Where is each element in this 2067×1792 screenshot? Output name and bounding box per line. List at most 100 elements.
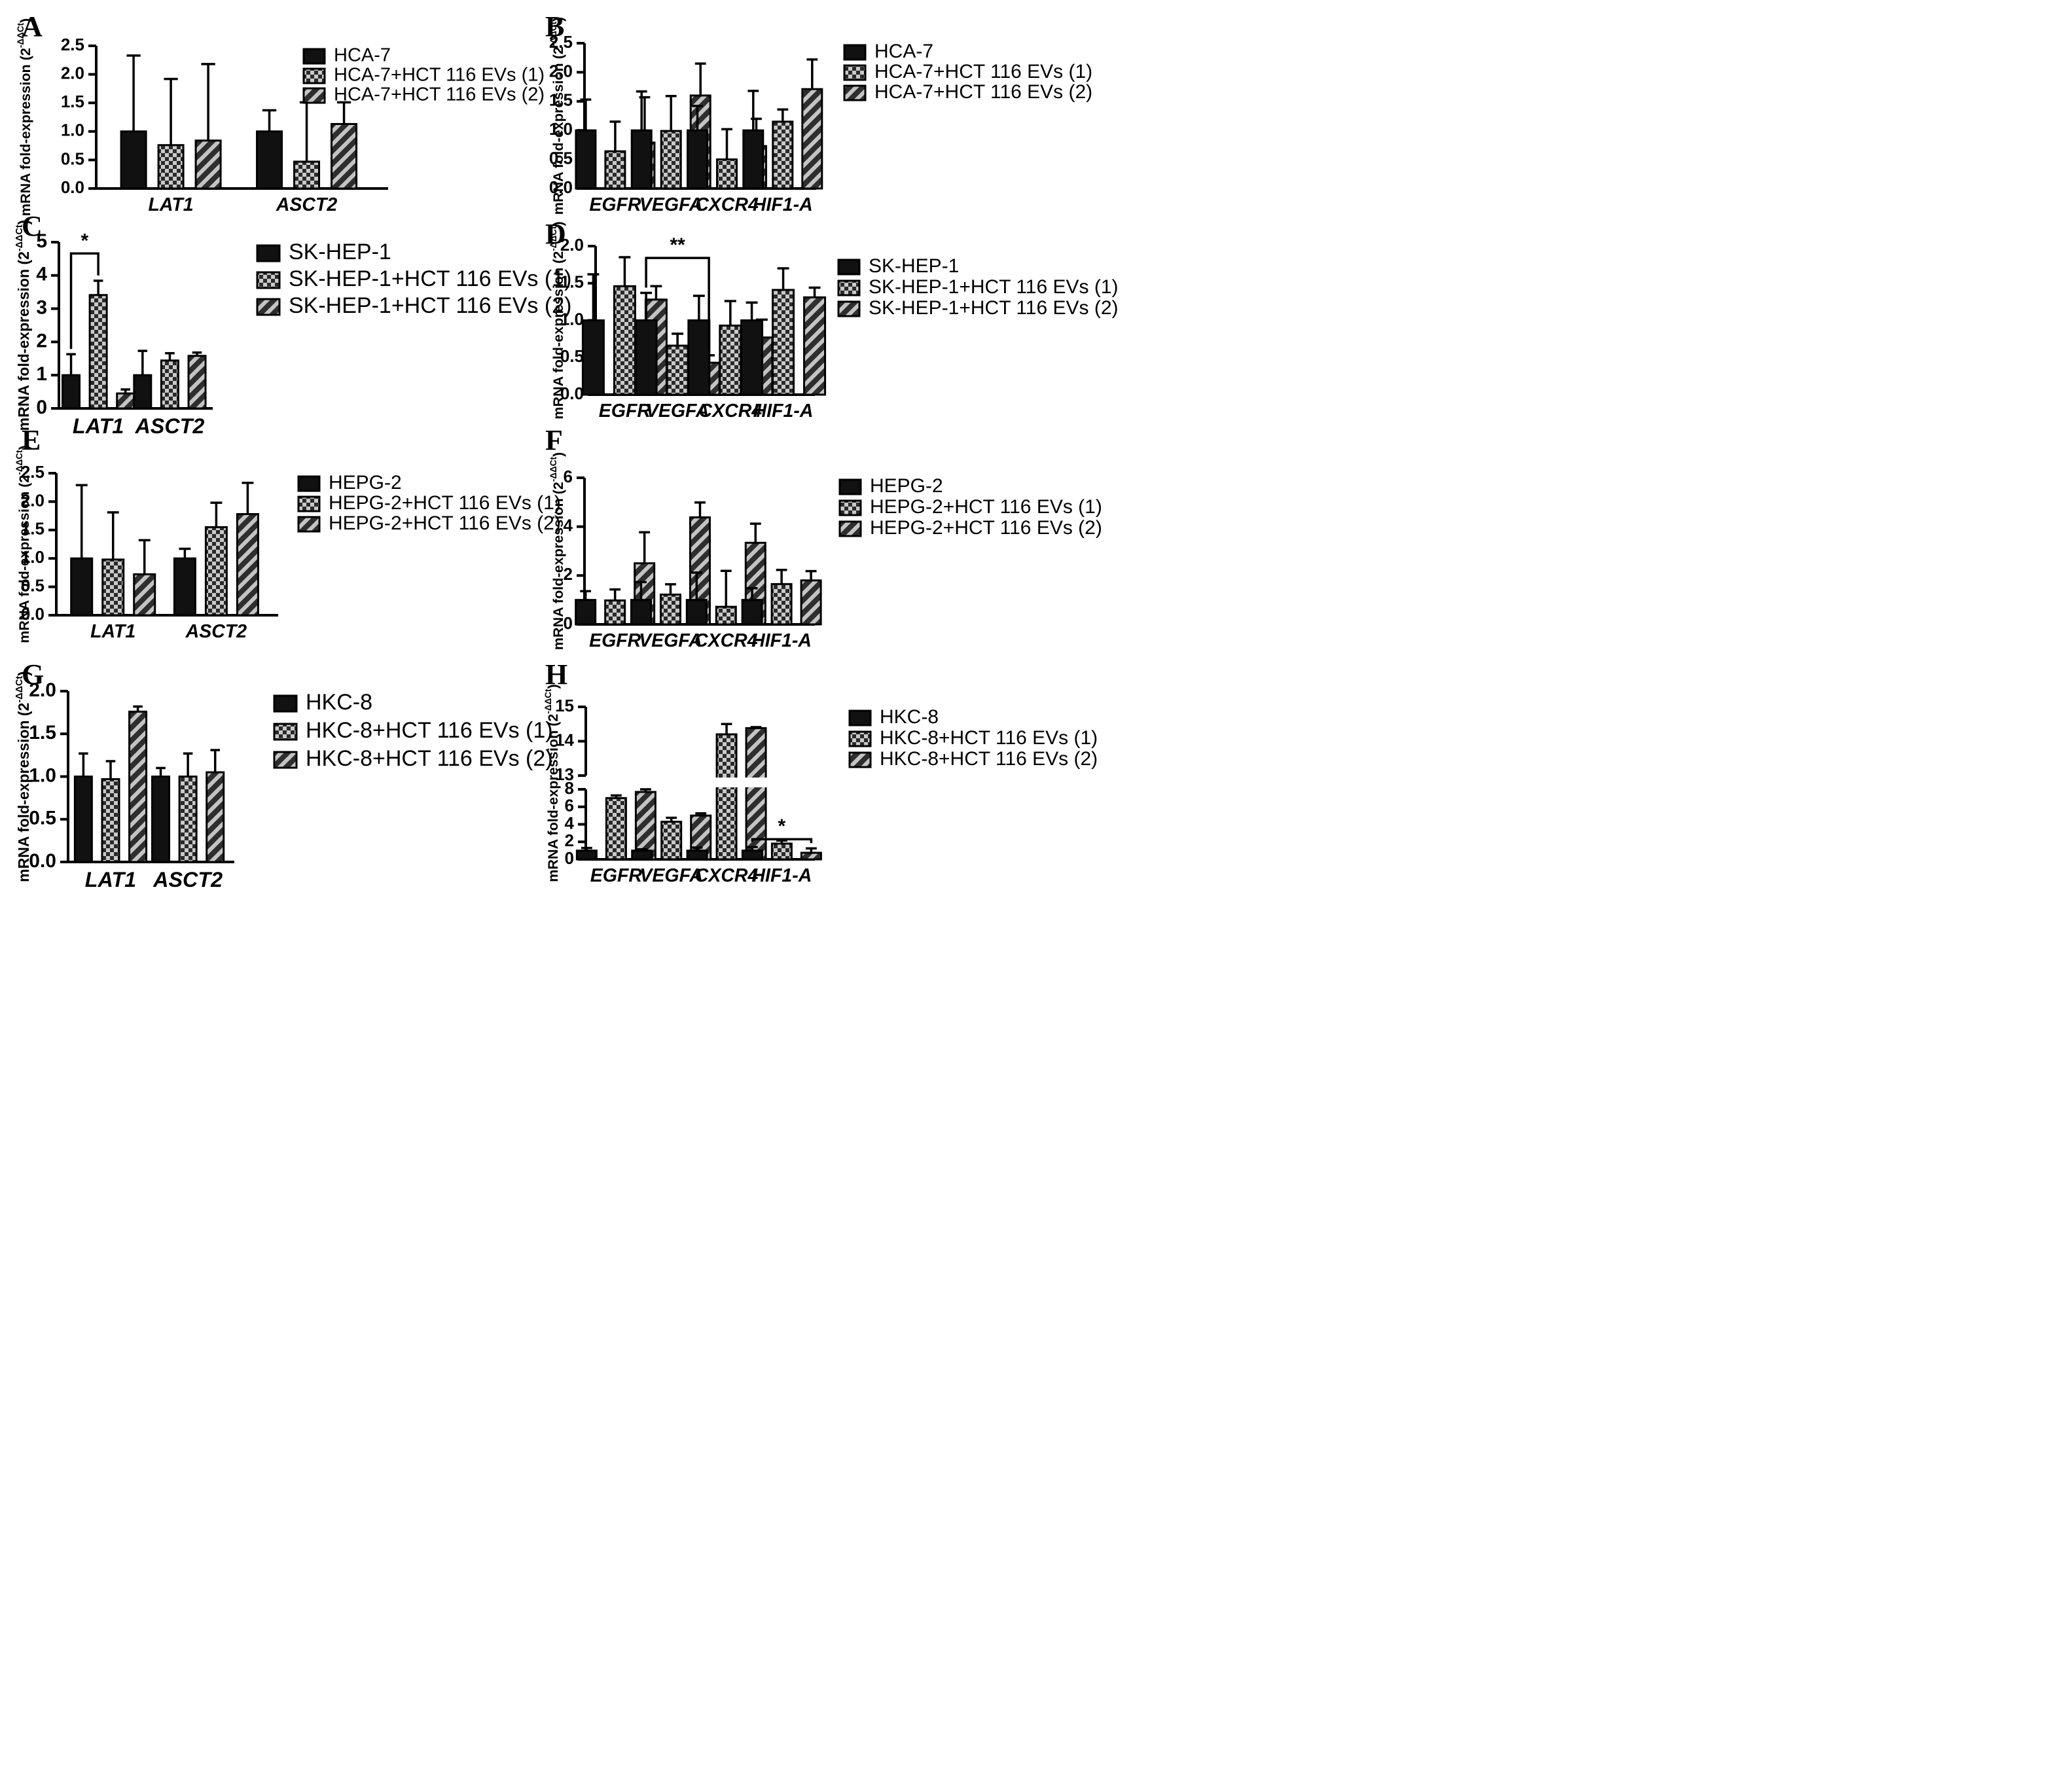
y-tick-label: 1.0 — [549, 119, 573, 139]
bar — [687, 129, 709, 190]
x-category-label: LAT1 — [90, 621, 135, 642]
legend-label: HKC-8+HCT 116 EVs (2) — [880, 748, 1098, 770]
y-tick-label: 1 — [36, 363, 47, 385]
y-tick-label: 1.5 — [560, 272, 584, 292]
bar — [62, 374, 81, 410]
x-category-label: CXCR4 — [695, 865, 759, 886]
legend-swatch — [843, 44, 867, 61]
legend-swatch — [837, 279, 861, 296]
y-tick-label: 0.5 — [21, 575, 45, 595]
x-category-label: EGFR — [589, 630, 641, 651]
x-category-label: CXCR4 — [699, 401, 763, 421]
bar — [772, 289, 795, 396]
legend-swatch — [843, 64, 867, 81]
y-axis-label: mRNA fold-expression (2-ΔΔCt) — [14, 445, 32, 643]
y-tick-label: 4 — [564, 516, 573, 535]
legend-label: HEPG-2+HCT 116 EVs (1) — [870, 496, 1102, 518]
bar — [604, 150, 626, 190]
bar — [88, 294, 108, 410]
y-tick-label: 4 — [565, 813, 575, 833]
x-category-label: ASCT2 — [134, 414, 204, 438]
legend-label: HEPG-2+HCT 116 EVs (1) — [329, 492, 561, 514]
legend-label: HKC-8+HCT 116 EVs (1) — [306, 718, 553, 743]
x-category-label: ASCT2 — [153, 868, 223, 891]
y-tick-label: 14 — [555, 730, 574, 749]
bar — [740, 319, 764, 396]
legend-swatch — [302, 67, 326, 84]
bar — [70, 557, 94, 617]
legend-swatch — [273, 723, 298, 741]
bar — [741, 850, 763, 861]
bar — [634, 791, 656, 861]
bar — [236, 512, 259, 617]
legend-label: HCA-7+HCT 116 EVs (1) — [334, 65, 545, 86]
bar — [770, 842, 793, 861]
significance-bracket — [645, 257, 710, 350]
legend-label: SK-HEP-1+HCT 116 EVs (2) — [289, 293, 571, 318]
y-tick-label: 0.0 — [61, 177, 84, 197]
legend-label: HCA-7+HCT 116 EVs (1) — [874, 61, 1092, 82]
panel-letter: F — [545, 424, 563, 456]
bar — [120, 130, 147, 190]
y-tick-label: 1.0 — [61, 120, 84, 140]
bar — [686, 850, 708, 861]
bar — [659, 593, 681, 626]
y-tick-label: 0.5 — [549, 148, 573, 168]
bar — [715, 733, 738, 861]
y-tick-label: 6 — [565, 796, 574, 815]
bar — [630, 129, 653, 190]
y-tick-label: 0.0 — [21, 604, 45, 624]
panel-letter: C — [22, 210, 43, 242]
legend-label: HCA-7 — [334, 45, 391, 66]
legend-swatch — [848, 709, 872, 726]
bar — [660, 820, 683, 861]
x-category-label: CXCR4 — [694, 630, 758, 651]
y-tick-label: 1.5 — [61, 92, 84, 111]
legend-label: HEPG-2 — [329, 472, 402, 493]
bar — [133, 573, 156, 617]
legend-swatch — [838, 520, 862, 537]
y-tick-label: 2.0 — [21, 490, 45, 510]
y-tick-label: 0 — [565, 848, 574, 868]
x-category-label: ASCT2 — [276, 194, 338, 215]
x-category-label: LAT1 — [149, 194, 194, 215]
legend-label: HEPG-2+HCT 116 EVs (2) — [870, 517, 1102, 539]
bar — [331, 122, 358, 190]
x-category-label: LAT1 — [85, 868, 136, 891]
x-category-label: HIF1-A — [751, 630, 812, 651]
y-tick-label: 2.5 — [549, 32, 573, 52]
y-tick-label: 6 — [564, 467, 573, 486]
bar — [133, 374, 153, 410]
y-axis-label: mRNA fold-expression (2-ΔΔCt) — [16, 18, 33, 217]
legend-label: SK-HEP-1+HCT 116 EVs (1) — [869, 276, 1119, 298]
y-tick-label: 5 — [36, 230, 47, 252]
bar — [575, 850, 598, 861]
y-tick-label: 15 — [555, 696, 574, 715]
x-category-label: VEGFA — [639, 194, 703, 215]
bar — [101, 558, 125, 617]
panel-letter: G — [22, 658, 44, 690]
x-category-label: CXCR4 — [695, 194, 759, 215]
y-tick-label: 2.0 — [29, 679, 56, 701]
legend-label: SK-HEP-1 — [869, 255, 959, 277]
y-tick-label: 1.0 — [560, 309, 584, 329]
legend-swatch — [848, 751, 872, 768]
bar — [575, 599, 597, 626]
legend-swatch — [302, 87, 326, 104]
y-tick-label: 0.0 — [549, 177, 573, 197]
x-category-label: HIF1-A — [753, 401, 814, 421]
x-category-label: VEGFA — [639, 630, 702, 651]
bar — [605, 797, 627, 861]
y-tick-label: 1.0 — [29, 764, 56, 786]
bar — [716, 158, 738, 190]
bar — [803, 296, 827, 396]
legend-swatch — [838, 499, 862, 516]
y-tick-label: 2 — [36, 330, 47, 351]
significance-label: ** — [670, 234, 685, 256]
y-axis-label: mRNA fold-expression (2-ΔΔCt) — [548, 452, 566, 651]
y-tick-label: 13 — [555, 764, 574, 784]
bar — [770, 582, 793, 626]
